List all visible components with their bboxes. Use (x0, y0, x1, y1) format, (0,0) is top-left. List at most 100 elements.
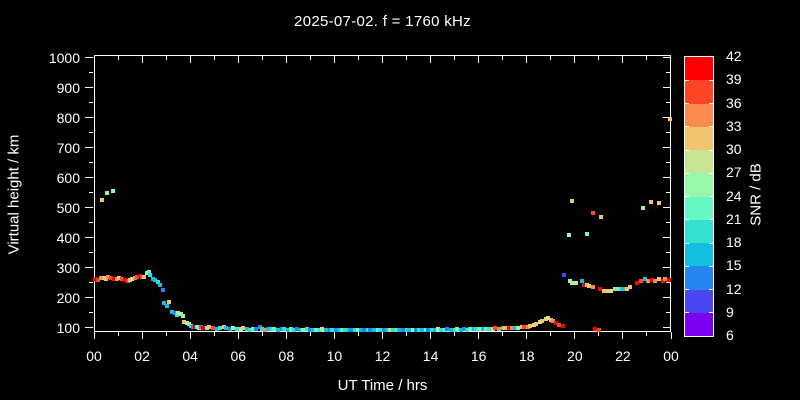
y-minor-tick (89, 222, 93, 224)
data-point (295, 326, 300, 331)
y-major-tick-right (663, 147, 670, 149)
colorbar-tick-label: 12 (726, 280, 742, 297)
data-point (543, 317, 548, 321)
colorbar-boundary-notch (709, 79, 713, 81)
y-minor-tick-right (666, 102, 670, 104)
data-point (324, 327, 328, 332)
x-tick-label: 00 (663, 348, 679, 364)
chart-title: 2025-07-02. f = 1760 kHz (294, 13, 471, 30)
data-point (192, 324, 197, 329)
data-point (142, 275, 147, 280)
data-point (140, 274, 145, 279)
data-point (190, 324, 195, 329)
colorbar-segment (685, 312, 713, 336)
data-point (333, 327, 338, 332)
y-tick-label: 200 (56, 289, 80, 306)
x-minor-tick (357, 332, 359, 336)
data-point (317, 327, 322, 332)
data-point (244, 326, 249, 331)
data-point (662, 277, 667, 282)
data-point (468, 326, 473, 331)
x-major-tick-top (141, 56, 143, 63)
y-major-tick-right (663, 267, 670, 269)
x-major-tick (285, 332, 287, 339)
y-minor-tick (89, 72, 93, 74)
data-point (378, 327, 383, 332)
data-point (117, 275, 122, 280)
data-point (596, 327, 601, 332)
data-point (128, 278, 133, 282)
data-point (262, 327, 267, 332)
data-point (207, 325, 212, 330)
data-point (439, 327, 444, 332)
data-point (112, 276, 117, 281)
data-point (580, 278, 585, 283)
x-major-tick-top (189, 56, 191, 63)
data-point (372, 327, 377, 332)
data-point (624, 287, 629, 291)
x-major-tick (189, 332, 191, 339)
data-point (400, 327, 405, 332)
y-minor-tick-right (666, 282, 670, 284)
data-point (100, 198, 105, 203)
colorbar-boundary-notch (685, 289, 689, 290)
data-point (582, 283, 587, 288)
y-tick-label: 100 (56, 319, 80, 336)
x-minor-tick (454, 332, 456, 336)
data-point (231, 326, 236, 330)
x-minor-tick-top (502, 56, 504, 60)
data-point (180, 314, 185, 319)
colorbar-tick-label: 33 (726, 117, 742, 134)
x-major-tick-top (237, 56, 239, 63)
data-point (666, 278, 671, 282)
colorbar-boundary-notch (685, 219, 689, 221)
data-point (566, 232, 571, 237)
x-tick-label: 04 (182, 348, 198, 364)
x-major-tick-top (526, 56, 528, 63)
data-point (174, 312, 179, 317)
x-tick-label: 06 (230, 348, 247, 364)
colorbar-tick-label: 30 (726, 141, 742, 157)
x-major-tick (237, 332, 239, 339)
data-point (201, 325, 206, 330)
data-point (114, 277, 119, 282)
data-point (144, 270, 149, 275)
data-point (161, 301, 166, 306)
colorbar-tick-label: 24 (726, 187, 742, 204)
data-point (337, 328, 342, 333)
data-point (584, 283, 589, 288)
data-point (160, 287, 165, 292)
x-minor-tick-top (406, 56, 408, 60)
data-point (198, 324, 203, 329)
data-point (387, 327, 392, 332)
data-point (551, 319, 556, 324)
data-point (218, 326, 223, 330)
data-point (254, 327, 259, 332)
y-tick-label: 300 (56, 259, 80, 276)
x-tick-label: 10 (326, 348, 343, 364)
y-major-tick-right (663, 297, 670, 299)
y-minor-tick (89, 102, 93, 104)
y-minor-tick (89, 282, 93, 284)
data-point (506, 326, 511, 331)
x-major-tick (622, 332, 624, 339)
data-point (106, 275, 111, 280)
colorbar-segment (685, 103, 713, 127)
data-point (570, 199, 575, 204)
data-point (148, 272, 153, 277)
data-point (534, 321, 539, 326)
x-minor-tick-top (309, 56, 311, 60)
data-point (227, 326, 232, 331)
x-tick-label: 12 (374, 348, 391, 364)
x-minor-tick (213, 332, 215, 336)
data-point (648, 199, 653, 204)
x-minor-tick-top (117, 56, 119, 60)
y-tick-label: 500 (56, 199, 80, 216)
data-point (584, 232, 589, 237)
data-point (510, 325, 515, 330)
colorbar-boundary-notch (709, 103, 713, 104)
data-point (176, 310, 181, 315)
y-minor-tick-right (666, 132, 670, 134)
